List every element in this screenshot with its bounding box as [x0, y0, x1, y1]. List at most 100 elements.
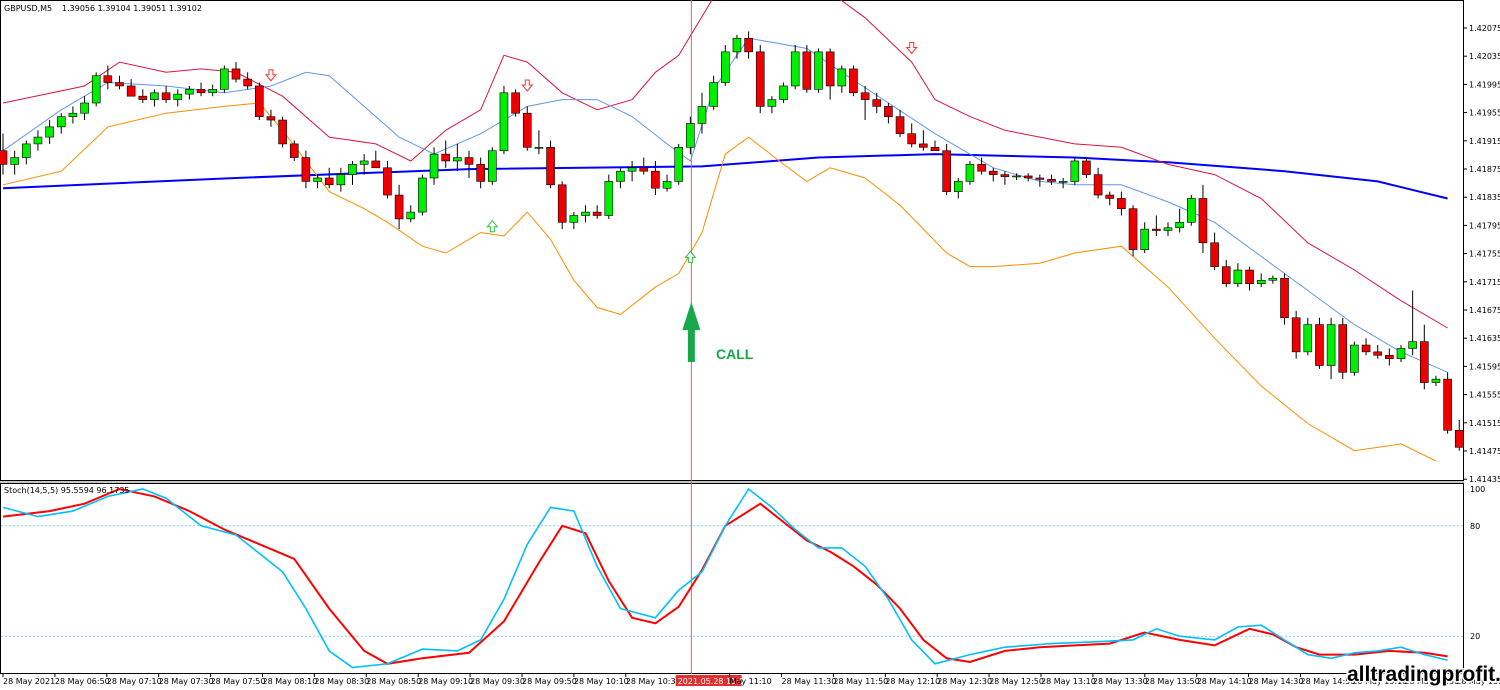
bear-candle	[1105, 194, 1115, 199]
bear-candle	[1373, 351, 1382, 356]
bear-candle	[1385, 354, 1394, 359]
time-tick-label: 28 May 10:30	[626, 677, 681, 686]
bull-candle	[1350, 344, 1359, 373]
bull-candle	[790, 51, 800, 87]
bear-candle	[1280, 277, 1289, 319]
bear-candle	[441, 153, 451, 162]
stoch-panel-frame	[0, 483, 1464, 674]
bear-candle	[1361, 344, 1371, 353]
bull-candle	[499, 92, 509, 152]
bull-candle	[487, 150, 497, 182]
bull-candle	[348, 164, 357, 175]
time-tick-label: May 11:10	[730, 677, 772, 686]
time-tick-label: 28 May 06:50	[55, 677, 110, 686]
call-annotation: CALL	[682, 302, 754, 362]
price-tick-label: 1.41915	[1469, 137, 1500, 146]
bull-candle	[56, 116, 66, 128]
bear-candle	[1152, 228, 1161, 231]
time-tick-label: 28 May 12:30	[937, 677, 992, 686]
time-tick-label: 28 May 07:10	[107, 677, 162, 686]
bull-candle	[33, 136, 43, 145]
bull-candle	[10, 157, 19, 165]
bear-candle	[988, 170, 998, 175]
bull-candle	[45, 126, 54, 138]
time-tick-label: 28 May 2021	[3, 677, 55, 686]
price-tick-label: 1.41835	[1469, 193, 1500, 202]
price-tick-label: 1.41435	[1469, 475, 1500, 484]
time-tick-label: 28 May 08:10	[263, 677, 318, 686]
bear-candle	[266, 116, 276, 121]
bull-candle	[767, 99, 777, 107]
price-tick-label: 1.42035	[1469, 52, 1500, 61]
bull-candle	[429, 153, 439, 179]
price-tick-label: 1.41595	[1469, 362, 1500, 371]
bull-candle	[674, 147, 684, 182]
bear-candle	[1338, 324, 1348, 373]
bull-candle	[732, 37, 742, 53]
bull-candle	[1233, 269, 1243, 284]
bear-candle	[103, 75, 113, 83]
bear-candle	[383, 167, 392, 196]
bear-candle	[755, 51, 765, 107]
bear-candle	[849, 68, 858, 94]
bull-candle	[208, 89, 217, 94]
stoch-label: Stoch(14,5,5) 95.5594 96.1735	[4, 486, 130, 495]
bear-candle	[1420, 341, 1429, 383]
bear-candle	[1000, 174, 1010, 177]
bull-candle	[1431, 378, 1441, 383]
bull-candle	[1187, 198, 1196, 223]
price-tick-label: 1.41755	[1469, 250, 1500, 259]
bear-candle	[860, 92, 870, 100]
price-tick-label: 1.41875	[1469, 165, 1500, 174]
time-tick-label: 28 May 14:30	[1249, 677, 1304, 686]
bear-candle	[522, 112, 532, 148]
watermark: alltradingprofit.com	[1347, 663, 1500, 686]
time-tick-label: 28 May 14:10	[1197, 677, 1252, 686]
time-tick-label: 28 May 07:30	[159, 677, 214, 686]
bear-candle	[464, 157, 474, 165]
bear-candle	[301, 157, 311, 182]
bull-candle	[720, 51, 730, 83]
bear-candle	[278, 119, 287, 145]
bear-candle	[1035, 177, 1045, 180]
bull-candle	[185, 89, 194, 95]
bull-candle	[697, 106, 707, 124]
bear-candle	[371, 160, 381, 169]
bear-candle	[977, 164, 986, 172]
time-tick-label: 28 May 15:10	[1352, 677, 1407, 686]
bear-candle	[744, 37, 753, 53]
time-tick-label: 28 May 15:30	[1404, 677, 1459, 686]
bear-candle	[324, 177, 334, 186]
bull-candle	[1408, 341, 1417, 349]
bull-candle	[953, 181, 963, 192]
bull-candle	[80, 102, 89, 114]
bear-candle	[1245, 269, 1254, 284]
upper-band-line	[2, 0, 1448, 329]
bear-candle	[126, 85, 136, 97]
bull-candle	[91, 75, 101, 104]
chart-header-ohlc: 1.39056 1.39104 1.39051 1.39102	[62, 4, 202, 13]
bull-candle	[627, 167, 637, 172]
price-tick-label: 1.41715	[1469, 278, 1500, 287]
bear-candle	[592, 211, 602, 216]
bull-candle	[220, 68, 229, 90]
bear-candle	[511, 92, 520, 114]
bull-candle	[1012, 175, 1021, 178]
bull-candle	[604, 181, 614, 216]
price-axis: 1.42075 1.42035 1.41995 1.41955 1.41915 1.418…	[1463, 24, 1500, 484]
bull-candle	[581, 211, 590, 216]
bear-candle	[196, 89, 206, 94]
stoch-signal-line	[2, 487, 1448, 665]
bear-candle	[1221, 266, 1231, 284]
bull-candle	[662, 181, 672, 189]
bull-candle	[686, 123, 695, 148]
bull-candle	[709, 82, 718, 107]
bear-candle	[919, 143, 928, 148]
bear-candle	[1198, 198, 1208, 244]
bear-candle	[138, 95, 148, 100]
price-tick-label: 1.41555	[1469, 391, 1500, 400]
bull-candle	[1268, 277, 1278, 281]
time-tick-label: 28 May 10:10	[574, 677, 629, 686]
time-tick-label: 28 May 08:50	[366, 677, 421, 686]
